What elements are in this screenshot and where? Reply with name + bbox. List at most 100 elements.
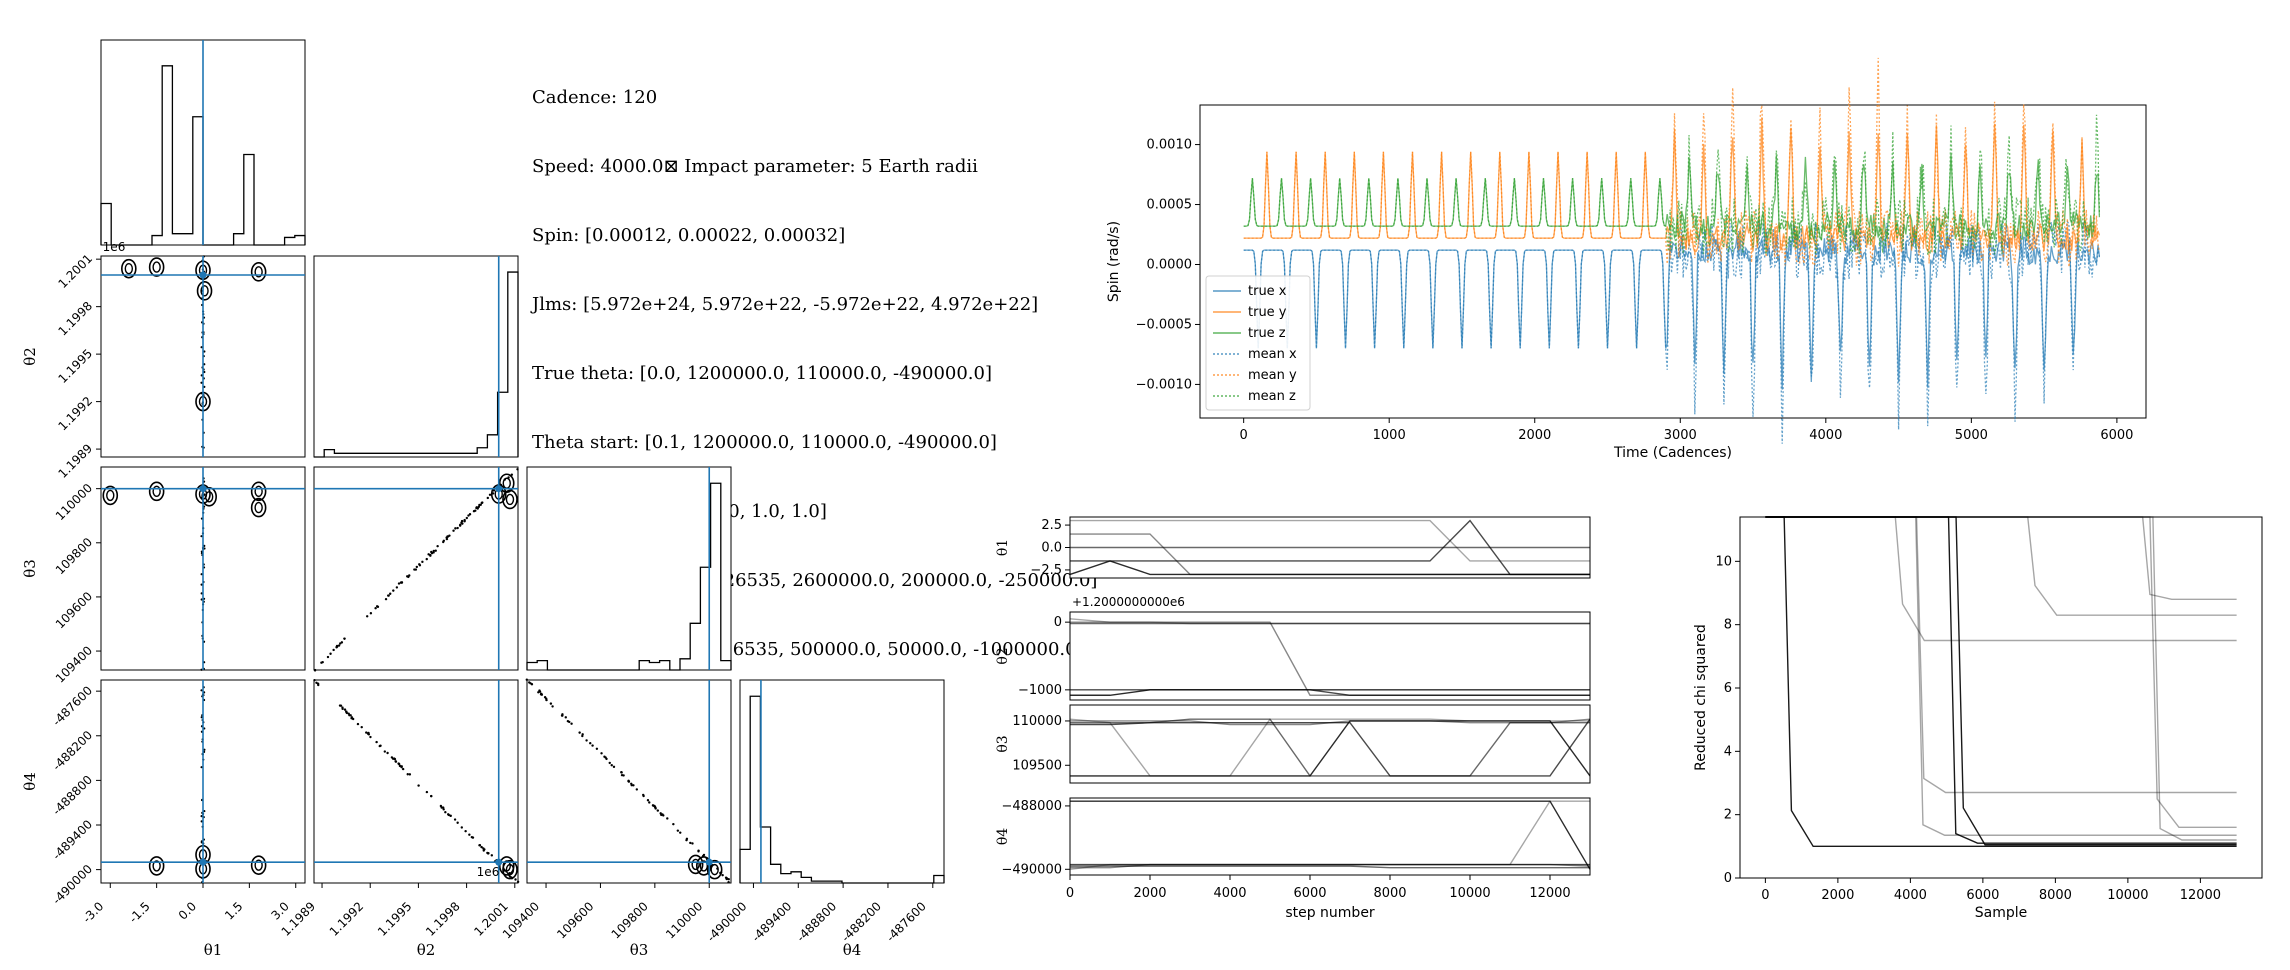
sample-point [390, 756, 394, 759]
series-mean-y [1243, 57, 2101, 267]
sample-point [316, 682, 320, 685]
x-tick-label: 12000 [1529, 886, 1570, 901]
sample-point [591, 744, 594, 747]
tick-label: -488200 [50, 728, 95, 773]
info-line-spin: Spin: [0.00012, 0.00022, 0.00032] [532, 225, 846, 246]
sample-point [603, 755, 606, 758]
x-tick-label: 1000 [1373, 428, 1406, 443]
sample-point [393, 757, 396, 760]
x-tick-label: 10000 [1449, 886, 1490, 901]
sample-point [549, 702, 553, 705]
sample-point [460, 826, 464, 829]
axis-label-θ3: θ3 [21, 559, 39, 578]
sample-point [345, 711, 349, 715]
y-tick-label: 110000 [1012, 714, 1062, 729]
sample-point [313, 668, 317, 672]
sample-point [540, 692, 543, 696]
sample-point [570, 722, 573, 725]
contour-blob [706, 859, 723, 880]
walker-chi-trace [1765, 516, 2237, 601]
y-axis-label: θ2 [995, 647, 1011, 664]
legend-entry: mean x [1248, 347, 1297, 362]
y-tick-label: 0.0 [1041, 541, 1062, 556]
sample-point [456, 821, 459, 824]
sample-point [408, 574, 411, 577]
sample-point [406, 773, 409, 776]
sample-point [349, 714, 352, 717]
sample-point [482, 847, 485, 850]
sample-point [476, 507, 479, 510]
walker-chi-trace [1765, 516, 2237, 794]
y-axis-label: θ3 [995, 735, 1011, 752]
contour-blob [148, 481, 165, 502]
axis-label-θ4: θ4 [21, 772, 39, 791]
offset-label: 1e6 [477, 865, 500, 879]
series-true-x [1243, 234, 2101, 390]
sample-point [332, 648, 335, 652]
contour-blob-inner [254, 485, 263, 498]
tick-label: 1.1995 [56, 346, 96, 386]
sample-point [702, 853, 706, 857]
contour-blob-inner [152, 261, 161, 273]
y-tick-label: 2.5 [1041, 518, 1062, 533]
tick-label: 110000 [663, 899, 705, 941]
x-tick-label: 6000 [1293, 886, 1326, 901]
sample-point [453, 818, 457, 821]
sample-point [620, 773, 624, 777]
legend-box [1205, 275, 1311, 411]
sample-point [425, 790, 429, 794]
panel-frame [1069, 704, 1591, 784]
tick-label: 1.1998 [56, 299, 96, 339]
truth-point [705, 858, 713, 866]
sample-point [392, 589, 395, 592]
sample-point [691, 842, 694, 845]
sample-point [516, 468, 519, 471]
x-axis-label: Sample [1975, 905, 2028, 921]
offset-label: +1.2000000000e6 [1072, 595, 1185, 609]
corner-panel-3-1 [313, 678, 520, 884]
sample-point [398, 764, 402, 768]
axis-label-θ1: θ1 [204, 941, 223, 959]
sample-point [375, 740, 378, 744]
tick-label: -487600 [884, 899, 929, 944]
sample-point [374, 607, 377, 610]
sample-point [490, 854, 494, 857]
tick-label: 1.1989 [56, 441, 96, 481]
sample-point [432, 551, 435, 554]
sample-point [662, 814, 665, 817]
sample-point [337, 644, 341, 647]
sample-point [200, 766, 203, 769]
sample-point [442, 808, 445, 811]
contour-blob-inner [691, 858, 700, 871]
tick-label: -490000 [704, 899, 749, 944]
y-tick-label: −490000 [1001, 862, 1062, 877]
sample-point [365, 615, 369, 618]
x-tick-label: 4000 [1894, 888, 1927, 903]
sample-point [338, 704, 342, 707]
axis-label-θ2: θ2 [21, 347, 39, 366]
tick-label: 109800 [609, 899, 651, 941]
trace-panel-1: 2.5 0.0 −2.5 θ1 [995, 516, 1591, 579]
corner-panel-2-0 [100, 466, 306, 671]
corner-panel-2-1 [313, 466, 519, 672]
y-tick-label: 0.0000 [1147, 257, 1193, 272]
y-tick-label: 0.0010 [1147, 138, 1193, 153]
legend-entry: true x [1248, 284, 1287, 299]
sample-point [329, 652, 332, 655]
sample-point [200, 689, 203, 692]
legend-entry: true y [1248, 305, 1287, 320]
sample-point [646, 799, 650, 802]
contour-blob [250, 262, 267, 282]
corner-panel-3-2 [525, 678, 732, 884]
panel-frame [1069, 611, 1591, 701]
walker-trace [1070, 800, 1591, 870]
y-axis-label: Spin (rad/s) [1106, 221, 1122, 302]
sample-point [461, 522, 464, 525]
tick-label: -490000 [50, 862, 95, 907]
y-axis-label: θ1 [995, 539, 1011, 556]
sample-point [463, 520, 466, 523]
histogram-θ2 [314, 271, 519, 458]
sample-point [445, 537, 449, 541]
walker-chi-trace [1765, 516, 2237, 642]
